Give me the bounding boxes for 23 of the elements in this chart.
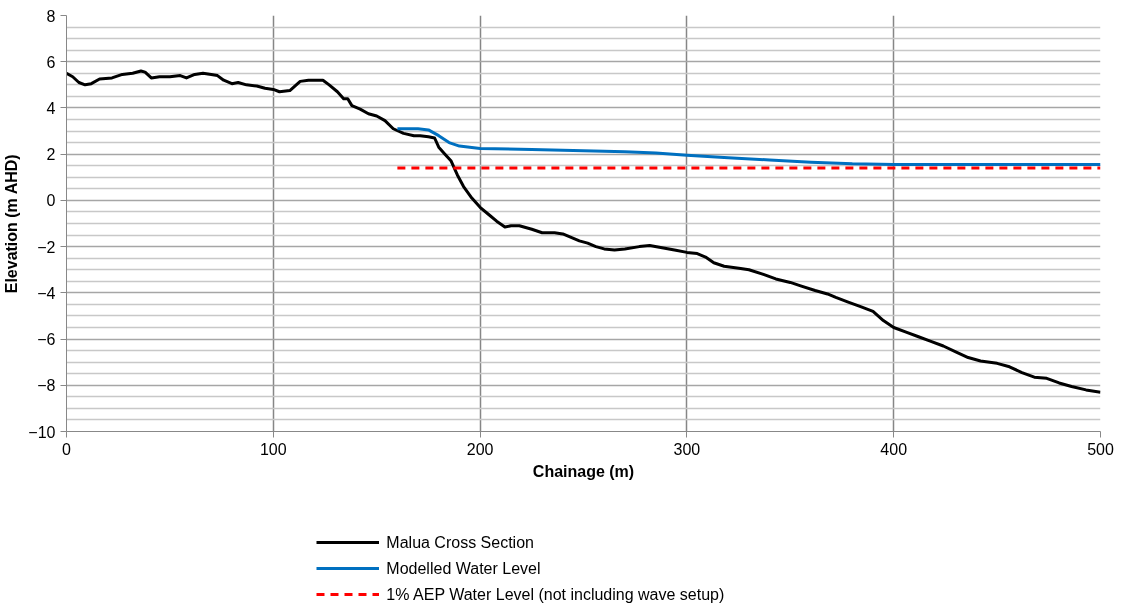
x-tick-label: 200 <box>466 440 494 458</box>
y-tick-label: −2 <box>37 238 56 256</box>
y-tick-label: −4 <box>37 284 56 302</box>
y-tick-label: 2 <box>46 146 56 164</box>
x-tick-label: 400 <box>880 440 908 458</box>
x-tick-label: 500 <box>1087 440 1114 458</box>
line-series <box>395 127 1101 167</box>
y-tick-label: 4 <box>46 99 56 117</box>
x-tick-label: 0 <box>62 440 72 458</box>
y-tick-label: 0 <box>46 192 56 210</box>
legend-label: Modelled Water Level <box>386 560 541 577</box>
line-series <box>66 69 1101 394</box>
legend-label: 1% AEP Water Level (not including wave setup) <box>386 586 725 603</box>
x-axis-title: Chainage (m) <box>532 462 635 480</box>
y-tick-label: 6 <box>46 53 56 71</box>
legend-label: Malua Cross Section <box>386 534 534 551</box>
y-tick-label: −6 <box>37 331 56 349</box>
y-tick-label: 8 <box>46 7 56 25</box>
y-tick-label: −8 <box>37 377 56 395</box>
y-axis-title: Elevation (m AHD) <box>3 154 21 294</box>
x-tick-label: 300 <box>673 440 701 458</box>
x-tick-label: 100 <box>259 440 287 458</box>
y-tick-label: −10 <box>28 423 56 441</box>
